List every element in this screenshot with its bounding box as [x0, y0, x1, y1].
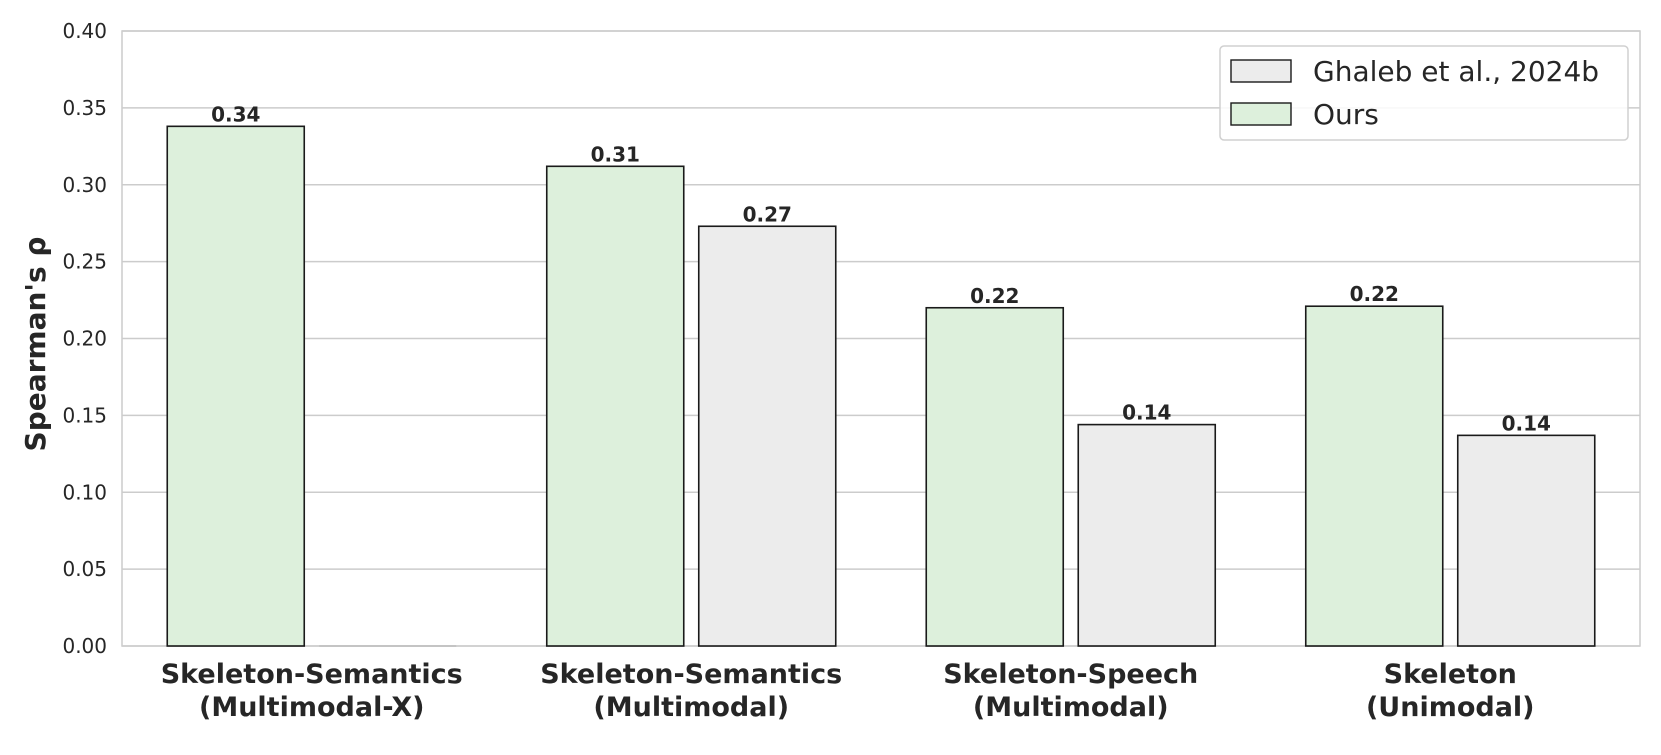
- x-tick-label: (Multimodal): [593, 692, 789, 723]
- y-tick-label: 0.20: [62, 327, 107, 351]
- bar-ours-2: [925, 306, 1065, 647]
- data-label: 0.34: [211, 102, 260, 126]
- y-tick-label: 0.40: [62, 19, 107, 43]
- x-tick-label: Skeleton-Semantics: [540, 659, 842, 690]
- x-tick-label: (Multimodal): [973, 692, 1169, 723]
- y-axis-title: Spearman's ρ: [19, 237, 52, 452]
- legend-label: Ghaleb et al., 2024b: [1313, 55, 1599, 88]
- data-label: 0.27: [743, 202, 792, 226]
- bar-ghaleb-1: [697, 225, 837, 647]
- y-tick-label: 0.10: [62, 480, 107, 504]
- bar-ours-0: [166, 125, 306, 647]
- legend-box: [1219, 45, 1629, 141]
- x-tick-label: Skeleton: [1384, 659, 1517, 690]
- y-tick-label: 0.25: [62, 250, 107, 274]
- y-tick-label: 0.05: [62, 557, 107, 581]
- bar-ghaleb-2: [1077, 423, 1217, 647]
- data-labels: 0.34 0.31 0.27 0.22 0.14 0.22 0.14: [211, 102, 1551, 435]
- bar-ghaleb-3: [1456, 434, 1596, 647]
- x-tick-label: (Unimodal): [1366, 692, 1535, 723]
- data-label: 0.31: [591, 142, 640, 166]
- bar-ours-3: [1304, 305, 1444, 647]
- y-tick-label: 0.00: [62, 634, 107, 658]
- bar-ours-1: [545, 165, 685, 647]
- x-tick-label: (Multimodal-X): [199, 692, 425, 723]
- legend-label: Ours: [1313, 98, 1379, 131]
- x-tick-label: Skeleton-Semantics: [161, 659, 463, 690]
- bars: [166, 125, 1596, 647]
- legend: Ghaleb et al., 2024b Ours: [1219, 45, 1629, 141]
- legend-swatch: [1230, 102, 1292, 126]
- legend-swatch: [1230, 59, 1292, 83]
- data-label: 0.14: [1502, 411, 1551, 435]
- data-label: 0.22: [970, 284, 1019, 308]
- axes: 0.00 0.05 0.10 0.15 0.20 0.25 0.30 0.35 0.40 Skel…: [62, 19, 1534, 723]
- y-tick-label: 0.35: [62, 96, 107, 120]
- data-label: 0.22: [1350, 282, 1399, 306]
- data-label: 0.14: [1122, 401, 1171, 425]
- x-tick-label: Skeleton-Speech: [943, 659, 1198, 690]
- y-tick-label: 0.30: [62, 173, 107, 197]
- y-tick-label: 0.15: [62, 403, 107, 427]
